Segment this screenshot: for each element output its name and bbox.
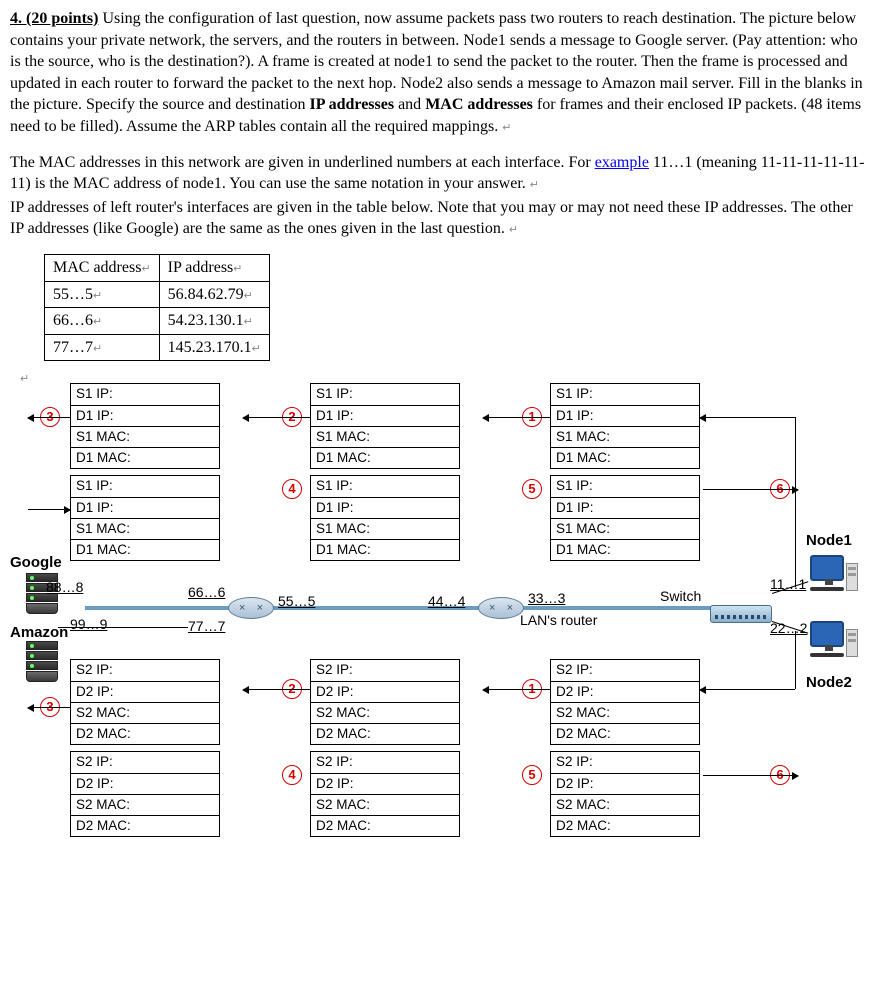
arrow-icon	[703, 489, 798, 490]
step-5b: 5	[522, 765, 542, 785]
node2-icon	[810, 621, 844, 657]
lan-link	[85, 606, 745, 610]
mac-55: 55…5	[278, 592, 315, 611]
arrow-icon	[700, 417, 795, 418]
packet-s1-3a: S1 IP: D1 IP: S1 MAC: D1 MAC:	[70, 383, 220, 469]
th-mac: MAC address↵	[45, 254, 160, 281]
packet-s1-4: S1 IP: D1 IP: S1 MAC: D1 MAC:	[310, 475, 460, 561]
packet-s2-1a: S2 IP: D2 IP: S2 MAC: D2 MAC:	[550, 659, 700, 745]
address-table: MAC address↵ IP address↵ 55…5↵56.84.62.7…	[44, 254, 270, 361]
arrow-icon	[700, 689, 795, 690]
node2-label: Node2	[806, 673, 852, 693]
node1-icon	[810, 555, 844, 591]
question-number: 4. (20 points)	[10, 10, 98, 27]
amazon-server-icon	[26, 641, 58, 682]
question-text: 4. (20 points) Using the configuration o…	[10, 8, 866, 138]
para1-bold2: MAC addresses	[425, 96, 533, 113]
lan-router-label: LAN's router	[520, 611, 597, 630]
arrow-icon	[28, 707, 70, 708]
mac-88: 88…8	[46, 578, 83, 597]
packet-s1-b1: S1 IP: D1 IP: S1 MAC: D1 MAC:	[70, 475, 220, 561]
network-diagram: S1 IP: D1 IP: S1 MAC: D1 MAC: 3 S1 IP: D…	[10, 383, 866, 943]
packet-s2-5: S2 IP: D2 IP: S2 MAC: D2 MAC:	[550, 751, 700, 837]
packet-s2-4: S2 IP: D2 IP: S2 MAC: D2 MAC:	[310, 751, 460, 837]
google-label: Google	[10, 553, 62, 573]
table-row: 77…7↵145.23.170.1↵	[45, 334, 270, 361]
packet-s1-2a: S1 IP: D1 IP: S1 MAC: D1 MAC:	[310, 383, 460, 469]
mac-44: 44…4	[428, 592, 465, 611]
packet-s1-1a: S1 IP: D1 IP: S1 MAC: D1 MAC:	[550, 383, 700, 469]
line	[58, 627, 188, 628]
packet-s2-2a: S2 IP: D2 IP: S2 MAC: D2 MAC:	[310, 659, 460, 745]
packet-s1-5: S1 IP: D1 IP: S1 MAC: D1 MAC:	[550, 475, 700, 561]
step-4b: 4	[282, 765, 302, 785]
th-ip: IP address↵	[159, 254, 269, 281]
question-para3: IP addresses of left router's interfaces…	[10, 197, 866, 240]
arrow-icon	[28, 417, 70, 418]
arrow-icon	[483, 417, 550, 418]
line	[795, 417, 796, 587]
question-para2: The MAC addresses in this network are gi…	[10, 152, 866, 195]
table-row: 55…5↵56.84.62.79↵	[45, 281, 270, 308]
para1-mid: and	[398, 96, 425, 113]
arrow-icon	[483, 689, 550, 690]
arrow-icon	[28, 509, 70, 510]
mac-99: 99…9	[70, 615, 107, 634]
mac-77: 77…7	[188, 617, 225, 636]
router-right-icon	[478, 597, 524, 619]
router-left-icon	[228, 597, 274, 619]
table-header-row: MAC address↵ IP address↵	[45, 254, 270, 281]
line	[795, 631, 796, 689]
table-row: 66…6↵54.23.130.1↵	[45, 308, 270, 335]
mac-33: 33…3	[528, 589, 565, 608]
packet-s2-3a: S2 IP: D2 IP: S2 MAC: D2 MAC:	[70, 659, 220, 745]
arrow-icon	[243, 417, 310, 418]
example-link: example	[595, 154, 649, 171]
switch-label: Switch	[660, 587, 701, 606]
mac-66: 66…6	[188, 583, 225, 602]
switch-icon	[710, 605, 772, 623]
arrow-icon	[243, 689, 310, 690]
packet-s2-b1: S2 IP: D2 IP: S2 MAC: D2 MAC:	[70, 751, 220, 837]
arrow-icon	[703, 775, 798, 776]
node1-label: Node1	[806, 531, 852, 551]
step-5: 5	[522, 479, 542, 499]
step-4: 4	[282, 479, 302, 499]
para1-bold1: IP addresses	[309, 96, 394, 113]
